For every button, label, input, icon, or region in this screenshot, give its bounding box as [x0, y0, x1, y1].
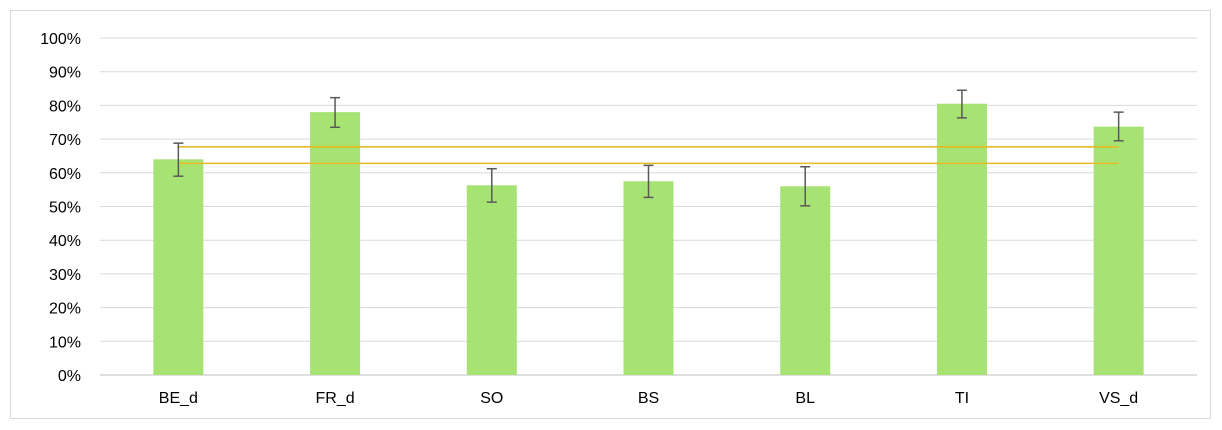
x-tick-label: TI [955, 390, 969, 407]
error-bar-bs [643, 164, 654, 199]
error-bar-so [486, 168, 497, 203]
bar-be-d [153, 159, 204, 375]
error-bar-be-d [173, 142, 184, 177]
y-tick-label: 60% [49, 166, 81, 183]
reference-lines [178, 146, 1119, 165]
bar-fr-d [310, 112, 361, 375]
bars [153, 103, 1144, 375]
bar-vs-d [1093, 126, 1144, 375]
y-tick-label: 90% [49, 65, 81, 82]
x-tick-label: SO [480, 390, 503, 407]
grid-lines [100, 37, 1197, 376]
y-tick-label: 70% [49, 132, 81, 149]
y-tick-label: 20% [49, 301, 81, 318]
y-tick-label: 100% [40, 31, 81, 48]
y-tick-label: 50% [49, 200, 81, 217]
error-bars [173, 89, 1124, 207]
y-axis-tick-labels: 0% 10% 20% 30% 40% 50% 60% 70% 80% 90% 100% [40, 31, 81, 385]
x-tick-label: FR_d [316, 390, 355, 407]
y-tick-label: 40% [49, 233, 81, 250]
bar-ti [936, 103, 987, 375]
error-bar-vs-d [1113, 111, 1124, 142]
y-tick-label: 80% [49, 98, 81, 115]
x-tick-label: BL [795, 390, 815, 407]
bar-so [466, 185, 517, 375]
error-bar-fr-d [330, 96, 341, 129]
x-tick-label: VS_d [1099, 390, 1138, 407]
bar-bs [623, 181, 674, 375]
chart-frame [10, 10, 1211, 419]
x-tick-label: BE_d [159, 390, 198, 407]
y-tick-label: 10% [49, 334, 81, 351]
x-tick-label: BS [638, 390, 659, 407]
error-bar-ti [956, 89, 967, 119]
error-bar-bl [800, 165, 811, 207]
y-tick-label: 30% [49, 267, 81, 284]
x-axis-tick-labels: BE_d FR_d SO BS BL TI VS_d [159, 390, 1138, 407]
bar-bl [780, 186, 831, 375]
y-tick-label: 0% [58, 368, 81, 385]
